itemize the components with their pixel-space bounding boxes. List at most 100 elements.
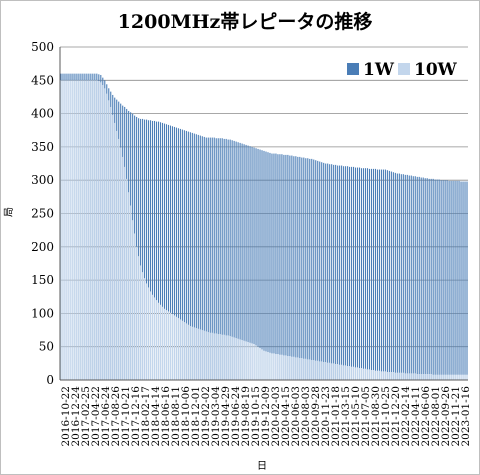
bar-10w [301, 358, 303, 380]
bar-10w [273, 353, 275, 380]
bar-10w [426, 374, 428, 380]
bar-10w [442, 374, 444, 380]
bar-10w [293, 356, 295, 380]
bar-10w [313, 360, 315, 380]
bar-10w [74, 80, 76, 381]
bar-10w [217, 334, 219, 380]
bar-10w [333, 363, 335, 380]
y-tick-label: 150 [31, 273, 54, 287]
x-tick-label: 2021-03-15 [340, 386, 352, 447]
legend-swatch-1w [347, 63, 359, 75]
bar-1w [251, 146, 253, 380]
bar-1w [458, 180, 460, 380]
bar-10w [390, 372, 392, 380]
bar-10w [267, 352, 269, 380]
bar-1w [249, 146, 251, 380]
bar-1w [333, 164, 335, 380]
bar-10w [134, 233, 136, 380]
bar-10w [161, 306, 164, 380]
bar-1w [221, 138, 223, 380]
bar-1w [297, 156, 299, 380]
bar-10w [343, 365, 345, 380]
bar-10w [76, 80, 78, 381]
bar-1w [351, 166, 353, 380]
series-1w-bars [60, 73, 468, 381]
bar-1w [187, 131, 189, 380]
bar-1w [267, 152, 269, 380]
bar-1w [225, 138, 227, 380]
bar-10w [289, 356, 291, 380]
bar-10w [297, 357, 299, 380]
axes [59, 47, 468, 381]
bar-1w [231, 140, 233, 380]
x-tick-label: 2020-06-03 [290, 386, 302, 447]
x-tick-label: 2017-12-16 [130, 386, 142, 447]
x-tick-label: 2021-01-18 [330, 386, 342, 447]
bar-10w [452, 374, 454, 380]
bar-10w [372, 370, 375, 380]
y-tick-labels: 0 50 100 150 200 250 300 350 400 450 500 [31, 40, 54, 387]
bar-10w [317, 360, 319, 380]
bar-10w [362, 368, 365, 380]
bar-10w [428, 374, 430, 380]
bar-10w [187, 324, 189, 380]
bar-10w [351, 366, 353, 380]
bar-10w [167, 311, 170, 380]
y-tick-label: 250 [31, 207, 54, 221]
x-tick-label: 2019-12-09 [260, 386, 272, 447]
bar-10w [153, 297, 156, 380]
legend-swatch-10w [398, 63, 410, 75]
bar-10w [88, 80, 90, 381]
bar-1w [341, 165, 343, 380]
bar-1w [353, 166, 355, 380]
bar-10w [448, 374, 450, 380]
bar-1w [177, 128, 179, 380]
bar-1w [446, 180, 448, 380]
x-tick-label: 2016-12-24 [70, 386, 82, 447]
bar-1w [343, 166, 345, 380]
bar-10w [460, 374, 462, 380]
bar-10w [132, 220, 134, 380]
x-axis-label: 日 [257, 461, 267, 472]
x-tick-label: 2017-04-22 [90, 386, 102, 447]
bar-10w [329, 362, 331, 380]
bar-10w [183, 322, 185, 380]
bar-1w [466, 181, 468, 380]
bar-10w [384, 371, 386, 380]
bar-10w [126, 178, 128, 380]
bar-10w [378, 370, 380, 380]
bar-1w [454, 180, 456, 380]
bar-1w [241, 143, 243, 380]
bar-10w [380, 371, 382, 380]
bar-10w [438, 374, 440, 380]
bar-10w [279, 354, 281, 380]
bar-1w [179, 128, 181, 380]
bar-1w [335, 164, 337, 380]
bar-1w [315, 160, 317, 380]
bar-10w [90, 80, 92, 381]
bar-1w [281, 154, 283, 380]
bar-10w [82, 80, 84, 381]
bar-10w [370, 370, 373, 380]
y-tick-label: 400 [31, 107, 54, 121]
x-tick-label: 2019-06-24 [230, 386, 242, 447]
bar-1w [450, 180, 452, 380]
bar-10w [366, 369, 369, 380]
bar-1w [305, 158, 307, 380]
bar-1w [195, 134, 197, 380]
bar-1w [347, 166, 349, 380]
bar-10w [408, 373, 410, 380]
bar-1w [185, 130, 187, 380]
bar-10w [414, 373, 416, 380]
x-tick-label: 2020-02-03 [270, 386, 282, 447]
y-tick-label: 50 [39, 340, 54, 354]
bar-1w [159, 122, 162, 381]
bar-10w [197, 328, 199, 380]
bar-10w [287, 356, 289, 380]
bar-1w [428, 178, 430, 380]
bar-1w [209, 137, 211, 380]
bar-1w [227, 139, 229, 380]
bar-10w [295, 357, 297, 380]
bar-10w [410, 373, 412, 380]
bar-10w [108, 100, 110, 380]
